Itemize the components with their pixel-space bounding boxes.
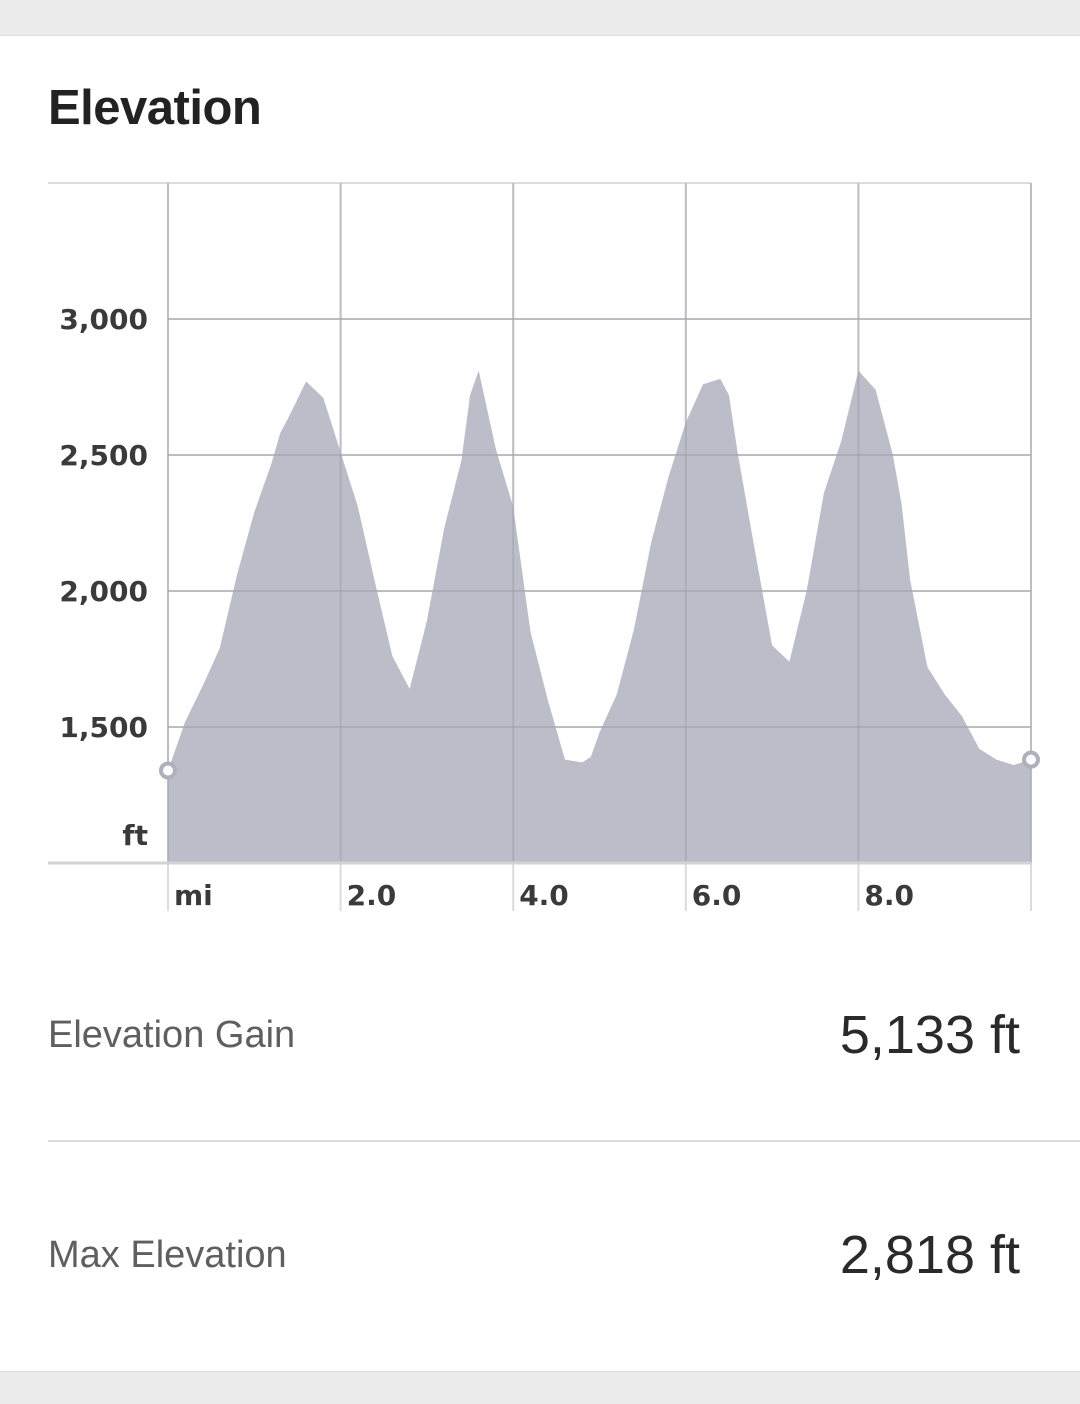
y-tick-label: 1,500 — [59, 711, 148, 744]
elevation-card: Elevation 1,500 2,000 2,500 3,000 ft mi 2.0 4.0… — [0, 35, 1080, 1372]
x-axis-unit: mi — [174, 879, 213, 912]
y-tick-label: 3,000 — [59, 303, 148, 336]
elevation-gain-label: Elevation Gain — [48, 1014, 296, 1056]
x-tick-label: 4.0 — [519, 879, 569, 912]
elevation-gain-value: 5,133 ft — [839, 1005, 1020, 1065]
x-tick-label: 6.0 — [692, 879, 742, 912]
card-title: Elevation — [48, 81, 262, 135]
max-elevation-value: 2,818 ft — [839, 1225, 1020, 1285]
end-point-marker — [1022, 750, 1040, 769]
x-tick-label: 2.0 — [347, 879, 397, 912]
y-tick-label: 2,000 — [59, 575, 148, 608]
max-elevation-label: Max Elevation — [48, 1234, 287, 1276]
stats-divider — [48, 1140, 1080, 1142]
y-tick-label: 2,500 — [59, 439, 148, 472]
x-tick-label: 8.0 — [864, 879, 914, 912]
elevation-area — [168, 370, 1031, 863]
start-point-marker — [159, 761, 177, 780]
y-axis-unit: ft — [122, 819, 148, 852]
